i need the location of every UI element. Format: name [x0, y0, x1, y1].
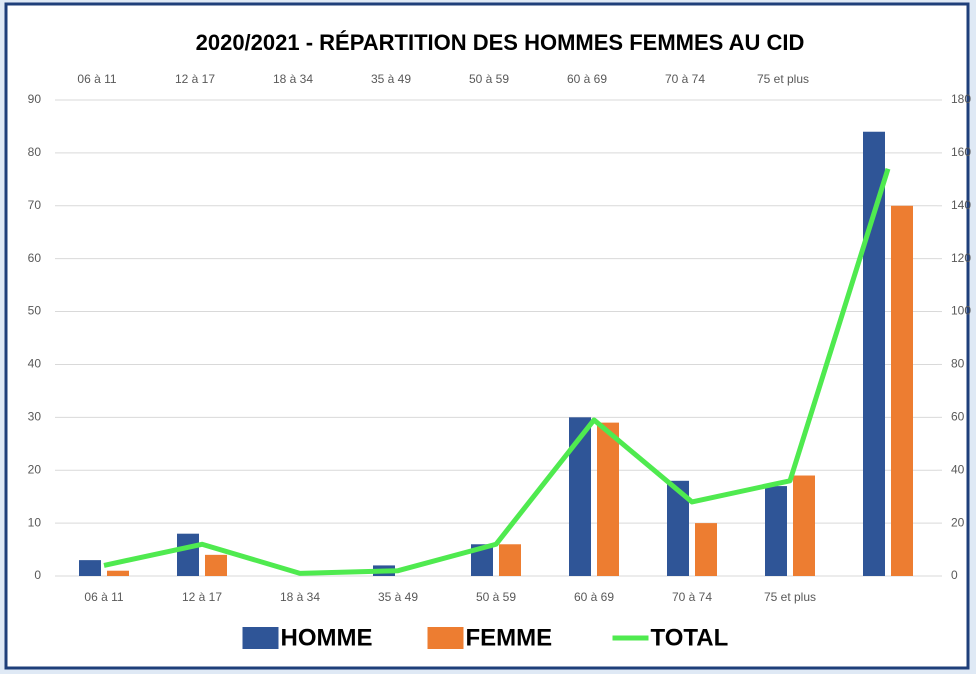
x2-tick-label: 75 et plus [757, 72, 809, 86]
bar [765, 486, 787, 576]
x2-tick-label: 12 à 17 [175, 72, 215, 86]
y2-tick-label: 140 [951, 198, 971, 212]
y2-tick-label: 160 [951, 145, 971, 159]
bar [695, 523, 717, 576]
bar [793, 475, 815, 576]
bar [499, 544, 521, 576]
bar [891, 205, 913, 576]
y-tick-label: 80 [28, 145, 42, 159]
x-tick-label: 18 à 34 [280, 590, 320, 604]
legend-swatch [427, 627, 464, 649]
x2-tick-label: 60 à 69 [567, 72, 607, 86]
y-tick-label: 20 [28, 462, 42, 476]
y2-tick-label: 60 [951, 410, 965, 424]
y2-tick-label: 180 [951, 92, 971, 106]
line [103, 168, 891, 576]
chart-title: 2020/2021 - RÉPARTITION DES HOMMES FEMME… [196, 30, 805, 55]
y2-tick-label: 100 [951, 304, 971, 318]
x-tick-label: 12 à 17 [182, 590, 222, 604]
y-tick-label: 40 [28, 357, 42, 371]
x2-tick-label: 18 à 34 [273, 72, 313, 86]
bar [569, 417, 591, 576]
y-tick-label: 90 [28, 92, 42, 106]
x-tick-label: 60 à 69 [574, 590, 614, 604]
bar [79, 560, 101, 576]
legend-label: TOTAL [651, 624, 729, 651]
x2-tick-label: 70 à 74 [665, 72, 705, 86]
x-tick-label: 50 à 59 [476, 590, 516, 604]
bar [205, 554, 227, 576]
x-tick-label: 70 à 74 [672, 590, 712, 604]
x2-tick-label: 06 à 11 [77, 72, 116, 86]
y-tick-label: 70 [28, 198, 42, 212]
x-tick-label: 75 et plus [764, 590, 816, 604]
y2-tick-label: 0 [951, 568, 958, 582]
y2-tick-label: 20 [951, 515, 965, 529]
y2-tick-label: 80 [951, 357, 965, 371]
x2-tick-label: 35 à 49 [371, 72, 411, 86]
x-tick-label: 06 à 11 [84, 590, 123, 604]
bar [863, 131, 885, 576]
y-tick-label: 30 [28, 410, 42, 424]
y2-tick-label: 40 [951, 462, 965, 476]
y-tick-label: 10 [28, 515, 42, 529]
bar [597, 422, 619, 576]
y-tick-label: 50 [28, 304, 42, 318]
bar [667, 480, 689, 576]
x2-tick-label: 50 à 59 [469, 72, 509, 86]
bar [107, 570, 129, 576]
y2-tick-label: 120 [951, 251, 971, 265]
bar [471, 544, 493, 576]
legend-label: FEMME [466, 624, 553, 651]
y-tick-label: 60 [28, 251, 42, 265]
legend-swatch [242, 627, 279, 649]
bar [177, 533, 199, 576]
legend-label: HOMME [281, 624, 373, 651]
y-tick-label: 0 [34, 568, 41, 582]
x-tick-label: 35 à 49 [378, 590, 418, 604]
